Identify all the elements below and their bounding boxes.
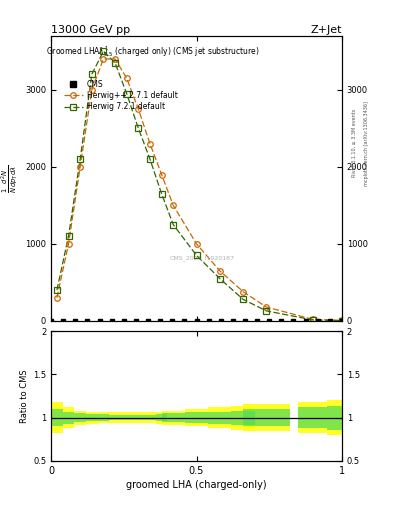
Text: 13000 GeV pp: 13000 GeV pp (51, 25, 130, 35)
Text: Rivet 3.1.10, ≥ 3.3M events: Rivet 3.1.10, ≥ 3.3M events (352, 109, 357, 178)
Y-axis label: $\frac{1}{N}\frac{d^2N}{dp_T d\lambda}$: $\frac{1}{N}\frac{d^2N}{dp_T d\lambda}$ (0, 164, 20, 193)
Text: Z+Jet: Z+Jet (310, 25, 342, 35)
Text: mcplots.cern.ch [arXiv:1306.3436]: mcplots.cern.ch [arXiv:1306.3436] (364, 101, 369, 186)
Legend: CMS, Herwig++ 2.7.1 default, Herwig 7.2.1 default: CMS, Herwig++ 2.7.1 default, Herwig 7.2.… (61, 77, 181, 114)
X-axis label: groomed LHA (charged-only): groomed LHA (charged-only) (126, 480, 267, 490)
Text: Groomed LHA$\lambda^{1}_{0.5}$ (charged only) (CMS jet substructure): Groomed LHA$\lambda^{1}_{0.5}$ (charged … (46, 45, 260, 59)
Text: CMS_2021_I1920187: CMS_2021_I1920187 (170, 255, 235, 261)
Y-axis label: Ratio to CMS: Ratio to CMS (20, 369, 29, 423)
